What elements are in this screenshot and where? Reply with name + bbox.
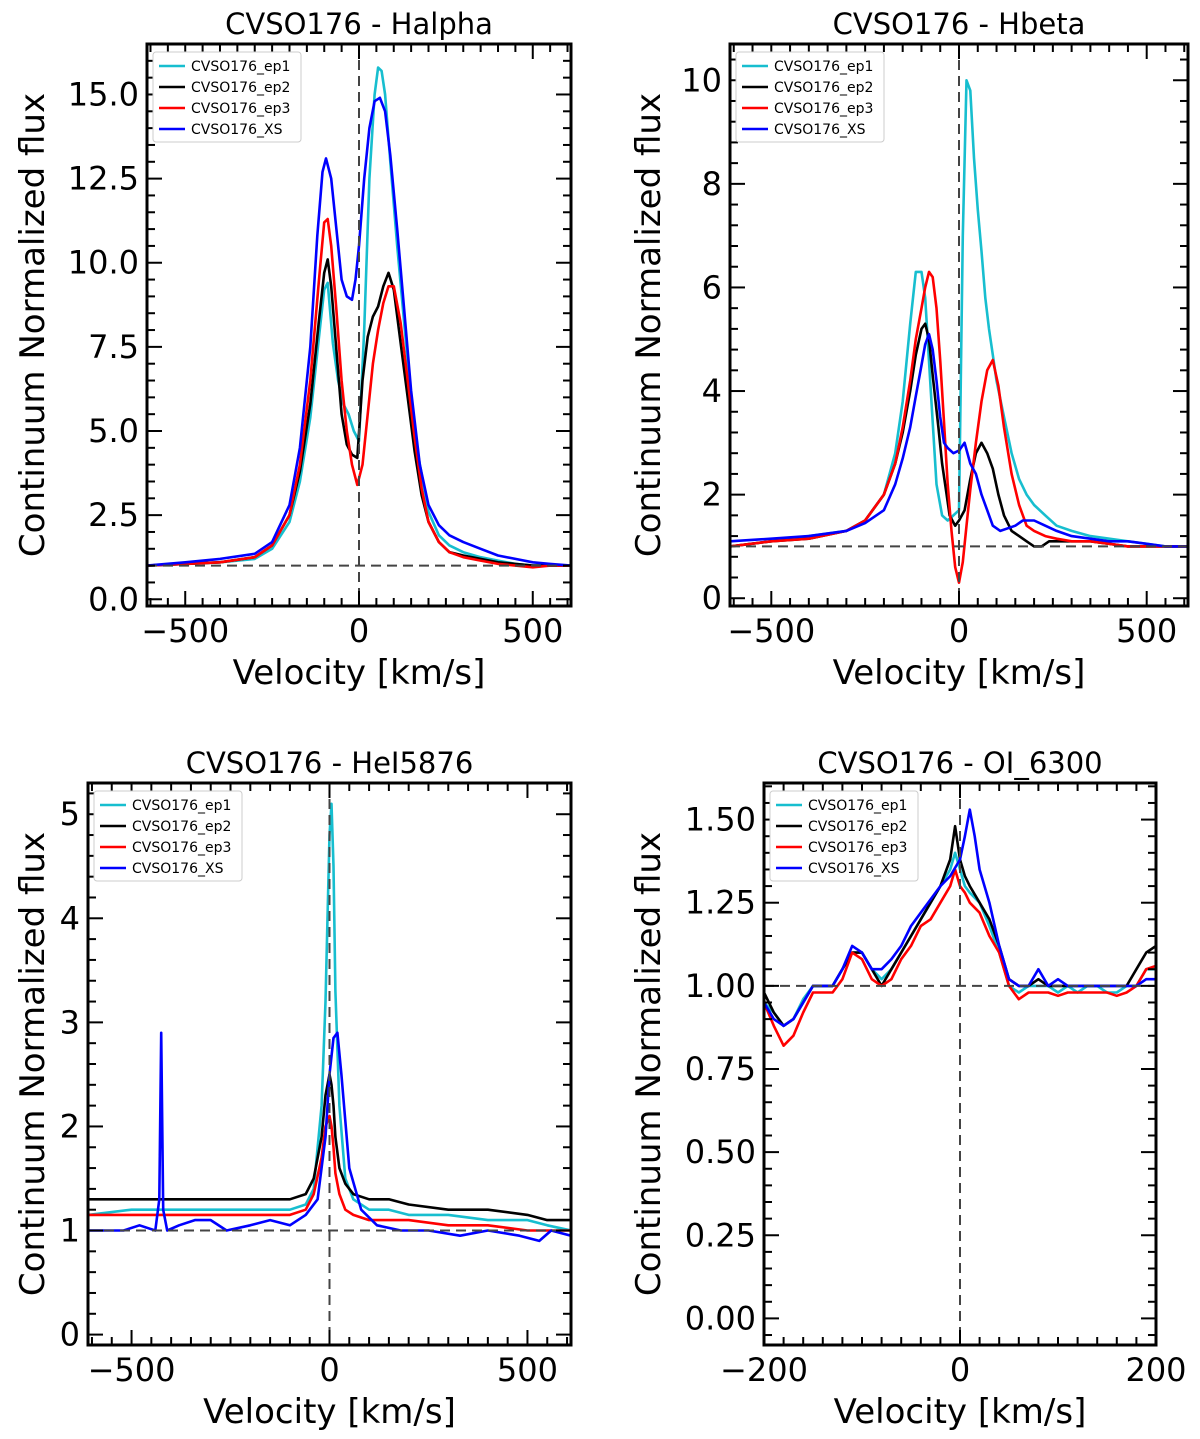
legend-label: CVSO176_ep2	[132, 819, 231, 835]
legend-label: CVSO176_ep2	[191, 80, 290, 96]
x-tick-label: 0	[349, 612, 369, 650]
y-tick-label: 15.0	[68, 75, 139, 113]
series-line-cvso176-xs	[88, 1031, 571, 1243]
y-tick-label: 1.00	[685, 967, 756, 1005]
panel-4: −200 0 200 0.00 0.25 0.50 0.75 1.00 1.25 1.50 CVSO…	[629, 746, 1187, 1432]
legend-box	[152, 51, 302, 143]
y-axis-label: Continuum Normalized flux	[629, 832, 669, 1296]
y-tick-label: 8	[702, 165, 722, 203]
y-tick-label: 1.25	[685, 884, 756, 922]
x-axis-label: Velocity [km/s]	[203, 1392, 456, 1432]
y-tick-label: 3	[60, 1003, 80, 1041]
series-line-cvso176-ep2	[88, 1073, 571, 1222]
y-tick-label: 0.25	[685, 1216, 756, 1254]
y-tick-label: 0.75	[685, 1050, 756, 1088]
panel-title: CVSO176 - Hbeta	[833, 7, 1086, 41]
panel-title: CVSO176 - HeI5876	[186, 746, 474, 780]
x-axis-label: Velocity [km/s]	[833, 653, 1086, 693]
y-tick-label: 0	[60, 1316, 80, 1354]
y-tick-label: 0.0	[88, 580, 139, 618]
y-tick-label: 1	[60, 1212, 80, 1250]
y-tick-label: 0	[702, 579, 722, 617]
legend-box	[93, 790, 243, 882]
legend-label: CVSO176_ep1	[774, 59, 873, 75]
y-tick-label: 2	[60, 1107, 80, 1145]
y-axis-label: Continuum Normalized flux	[13, 832, 53, 1296]
series-line-cvso176-ep1	[88, 802, 571, 1232]
y-axis-label: Continuum Normalized flux	[13, 93, 53, 557]
series-line-cvso176-xs	[147, 96, 571, 567]
y-tick-label: 6	[702, 268, 722, 306]
legend-label: CVSO176_XS	[132, 861, 224, 877]
series-line-cvso176-ep3	[147, 217, 571, 569]
y-tick-label: 2	[702, 476, 722, 514]
legend-label: CVSO176_ep3	[191, 101, 290, 117]
y-tick-label: 5.0	[88, 412, 139, 450]
x-tick-label: −500	[141, 612, 229, 650]
x-tick-label: 500	[497, 1351, 558, 1389]
x-tick-label: −500	[88, 1351, 176, 1389]
legend-label: CVSO176_XS	[808, 861, 900, 877]
legend-label: CVSO176_XS	[774, 122, 866, 138]
y-tick-label: 7.5	[88, 328, 139, 366]
panel-1: −500 0 500 0.0 2.5 5.0 7.5 10.0 12.5 15.0 CVSO176 …	[13, 7, 573, 693]
y-tick-label: 1.50	[685, 801, 756, 839]
legend-label: CVSO176_ep1	[132, 798, 231, 814]
panel-title: CVSO176 - Halpha	[225, 7, 493, 41]
legend-box	[735, 51, 885, 143]
x-axis-label: Velocity [km/s]	[834, 1392, 1087, 1432]
legend-label: CVSO176_ep1	[191, 59, 290, 75]
y-tick-label: 10.0	[68, 244, 139, 282]
legend-label: CVSO176_ep3	[774, 101, 873, 117]
x-tick-label: −200	[720, 1351, 808, 1389]
series-line-cvso176-ep3	[730, 270, 1188, 584]
x-tick-label: 200	[1125, 1351, 1186, 1389]
y-axis-label: Continuum Normalized flux	[629, 93, 669, 557]
x-tick-label: 500	[1116, 612, 1177, 650]
legend-label: CVSO176_ep3	[132, 840, 231, 856]
x-tick-label: 0	[949, 612, 969, 650]
x-tick-label: 500	[502, 612, 563, 650]
x-tick-label: −500	[727, 612, 815, 650]
panel-title: CVSO176 - OI_6300	[817, 746, 1102, 780]
x-tick-label: 0	[950, 1351, 970, 1389]
legend-label: CVSO176_ep3	[808, 840, 907, 856]
y-tick-label: 0.50	[685, 1133, 756, 1171]
series-line-cvso176-ep1	[730, 79, 1188, 548]
legend-label: CVSO176_ep2	[808, 819, 907, 835]
x-tick-label: 0	[319, 1351, 339, 1389]
y-tick-label: 0.00	[685, 1299, 756, 1337]
y-tick-label: 4	[702, 372, 722, 410]
y-tick-label: 10	[681, 61, 722, 99]
legend-label: CVSO176_XS	[191, 122, 283, 138]
y-tick-label: 4	[60, 899, 80, 937]
series-line-cvso176-ep1	[147, 66, 571, 567]
y-tick-label: 12.5	[68, 160, 139, 198]
y-tick-label: 5	[60, 795, 80, 833]
legend-label: CVSO176_ep1	[808, 798, 907, 814]
series-line-cvso176-xs	[730, 332, 1188, 548]
x-axis-label: Velocity [km/s]	[233, 653, 486, 693]
legend-box	[769, 790, 919, 882]
series-line-cvso176-ep3	[88, 1114, 571, 1232]
y-tick-label: 2.5	[88, 496, 139, 534]
legend-label: CVSO176_ep2	[774, 80, 873, 96]
